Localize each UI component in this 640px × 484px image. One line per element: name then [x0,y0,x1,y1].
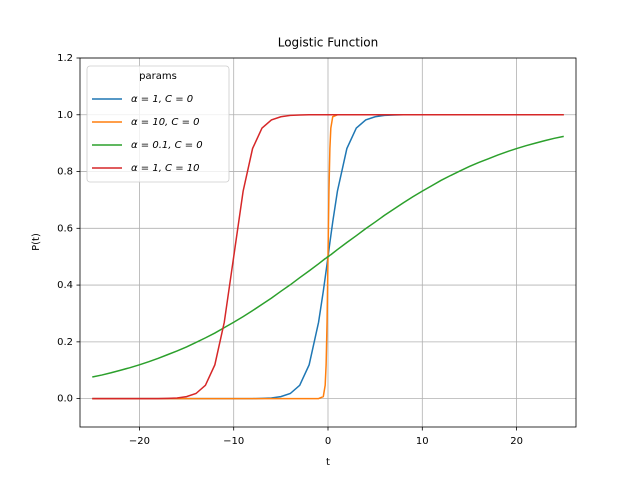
x-axis-label: t [326,457,330,468]
y-tick-label: 1.2 [57,53,73,64]
legend-label: α = 1, C = 10 [131,163,200,174]
series-line [92,135,564,378]
legend-title: params [139,71,177,82]
y-tick-label: 0.8 [57,167,73,178]
legend-box [86,65,230,183]
x-tick-label: −20 [129,436,150,447]
legend-label: α = 1, C = 0 [131,94,193,105]
x-tick-label: 20 [510,436,523,447]
x-tick-label: 10 [416,436,429,447]
plot-frame [79,57,577,428]
chart-title: Logistic Function [278,36,379,50]
y-tick-label: 0.6 [57,223,73,234]
legend-label: α = 10, C = 0 [131,117,200,128]
y-tick-label: 0.2 [57,337,73,348]
y-tick-label: 1.0 [57,110,73,121]
y-axis-label: P(t) [31,233,42,251]
series-line [92,114,564,400]
y-tick-label: 0.4 [57,280,73,291]
y-tick-label: 0.0 [57,394,73,405]
legend-label: α = 0.1, C = 0 [131,140,203,151]
x-tick-label: 0 [325,436,331,447]
x-tick-label: −10 [223,436,244,447]
